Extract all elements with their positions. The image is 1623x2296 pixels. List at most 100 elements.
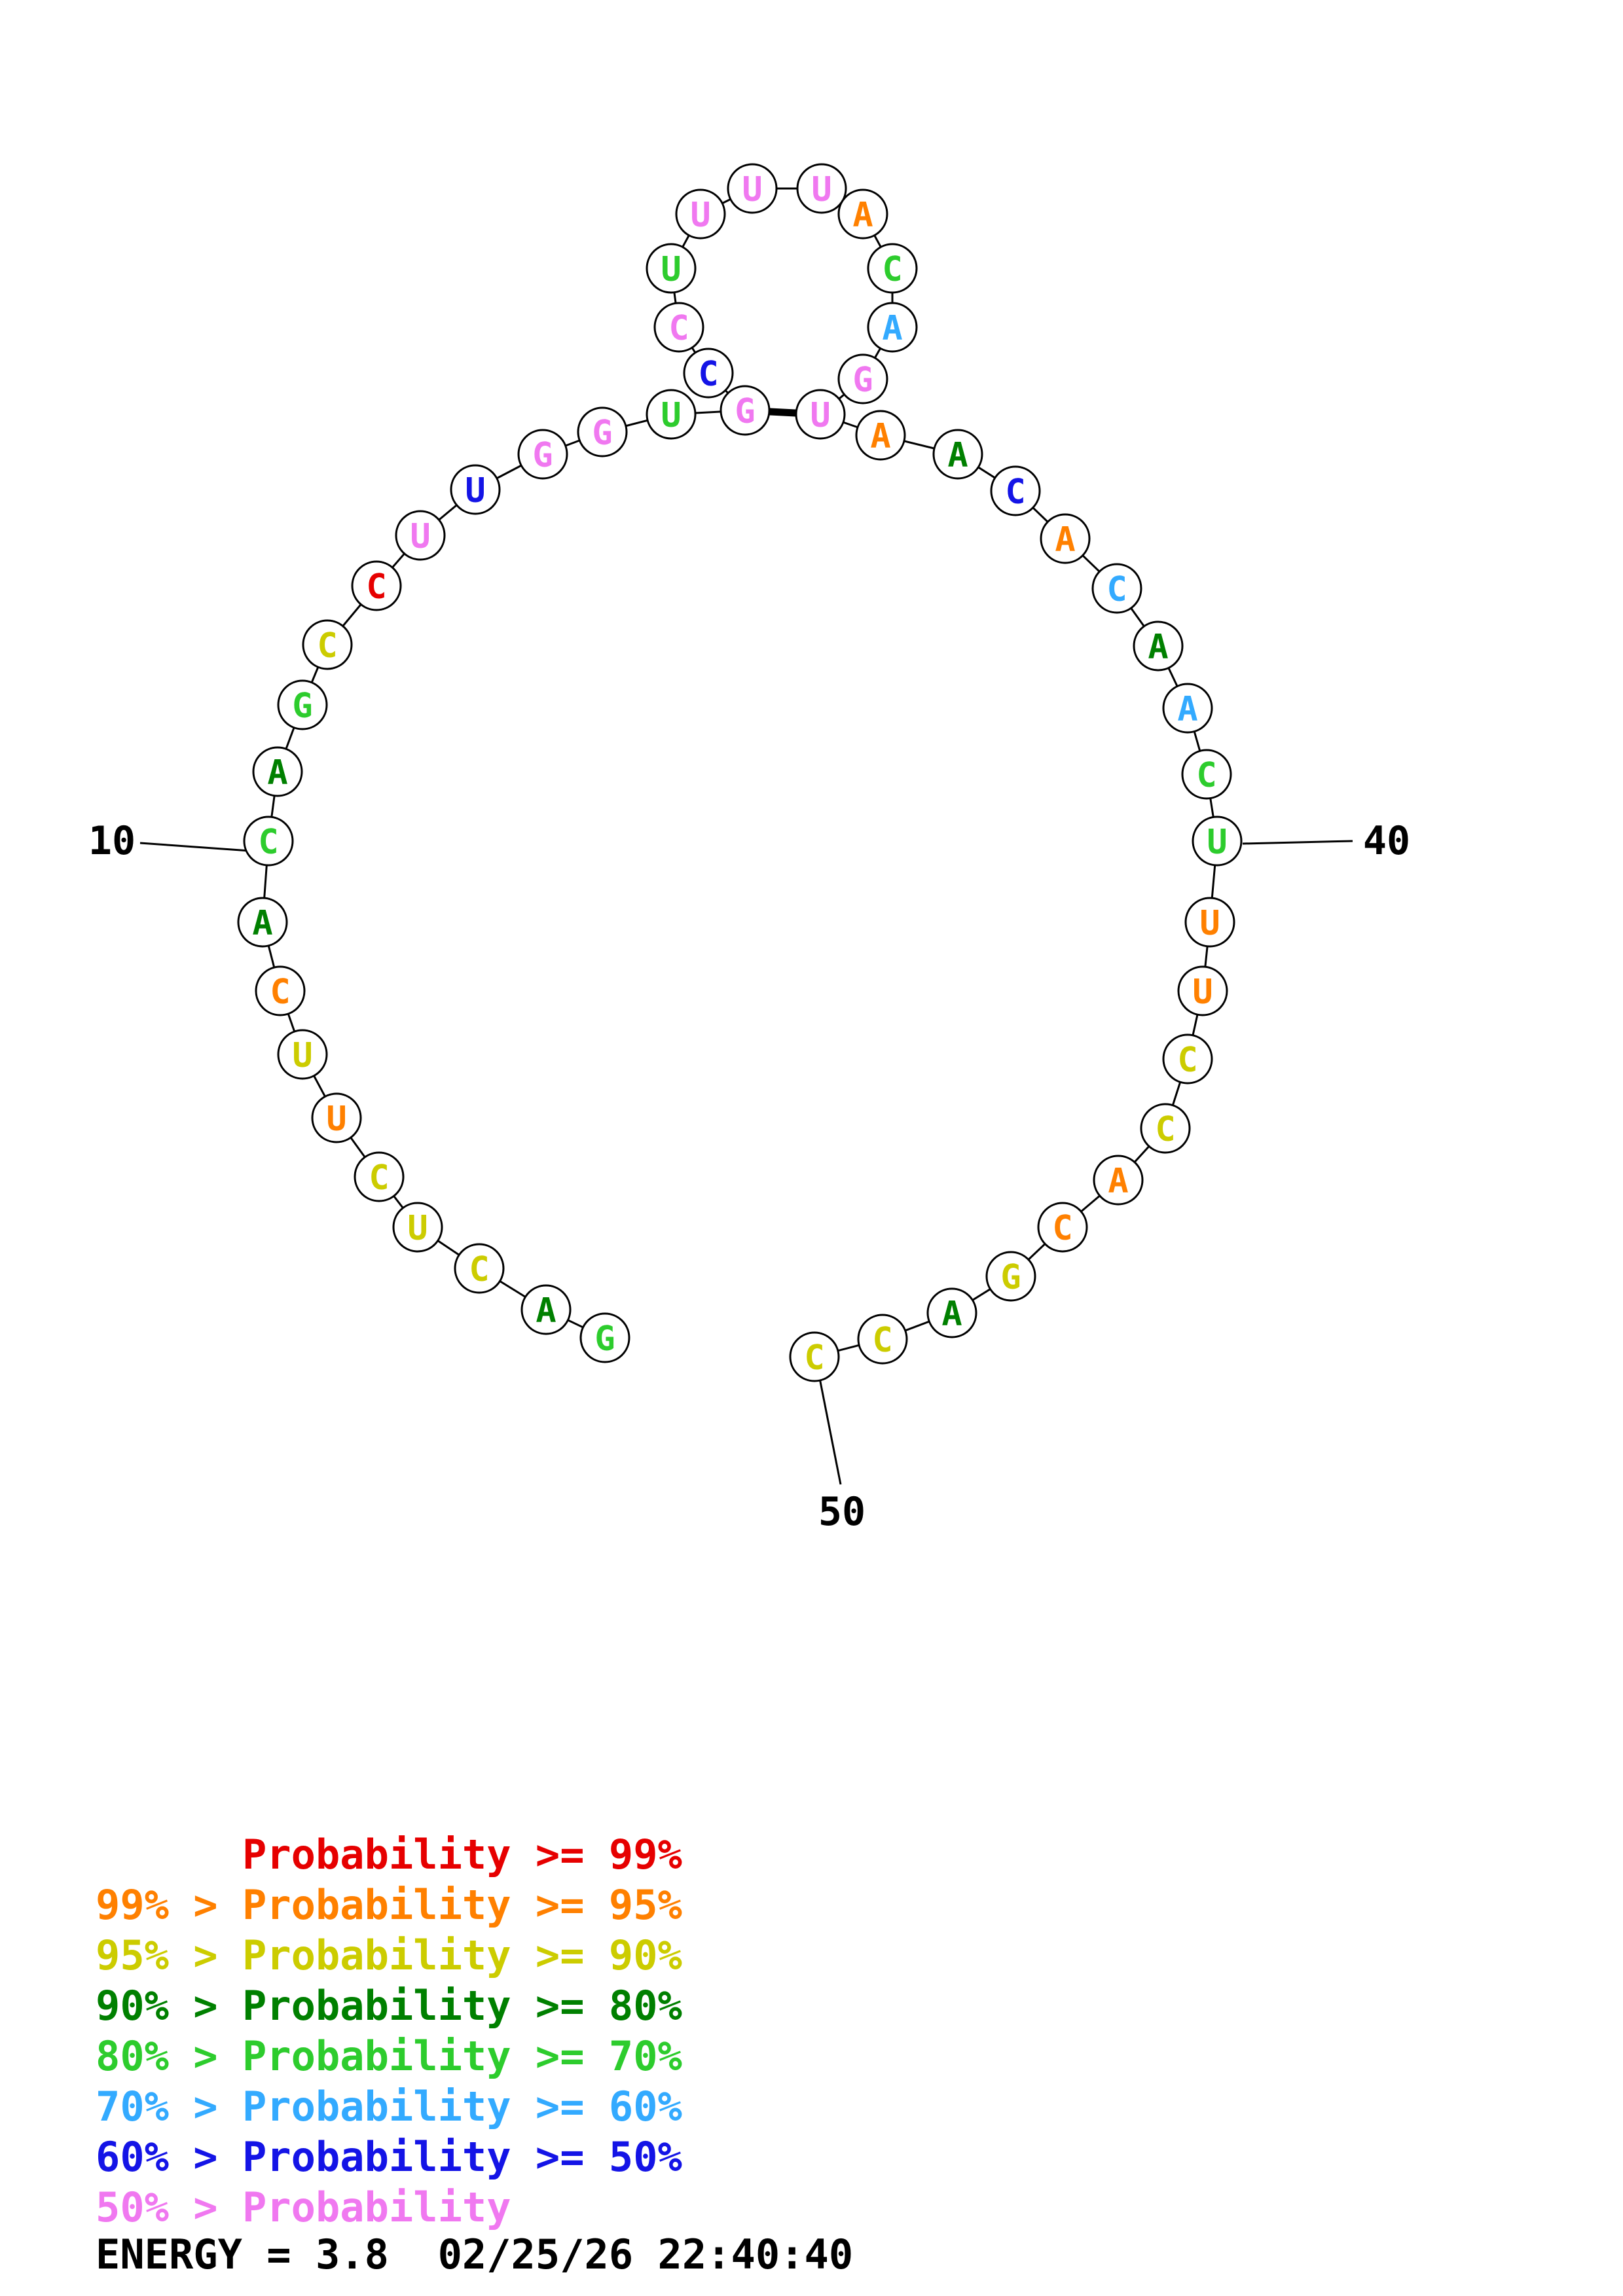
nucleotide-1-circle — [579, 1312, 630, 1363]
nucleotide-48-circle — [926, 1287, 977, 1338]
nucleotide-42-circle — [1177, 965, 1228, 1016]
nucleotide-5-base: C — [369, 1158, 389, 1198]
nucleotide-2-circle — [520, 1284, 572, 1335]
nucleotide-18-circle — [577, 406, 628, 457]
nucleotide-29-circle — [867, 302, 918, 353]
nucleotide-30-base: G — [852, 361, 873, 400]
position-label-10: 10 — [88, 818, 136, 864]
nucleotide-9-base: A — [252, 904, 272, 943]
nucleotide-21-base: C — [698, 355, 718, 394]
nucleotide-44-base: C — [1155, 1110, 1175, 1149]
position-label-line — [818, 1378, 842, 1485]
nucleotide-11-circle — [252, 746, 303, 797]
nucleotide-48-base: A — [941, 1295, 962, 1334]
nucleotide-14-base: C — [366, 567, 386, 607]
nucleotide-36-circle — [1091, 563, 1142, 614]
nucleotide-34-base: C — [1005, 473, 1025, 512]
nucleotide-47-base: G — [1000, 1258, 1021, 1297]
nucleotide-14-circle — [351, 560, 402, 611]
nucleotide-4-base: U — [407, 1209, 428, 1248]
nucleotide-20-base: G — [735, 392, 755, 431]
nucleotide-5-circle — [354, 1151, 405, 1202]
nucleotide-43-base: C — [1177, 1041, 1197, 1080]
nucleotide-28-base: C — [882, 250, 902, 289]
nucleotide-38-base: A — [1177, 690, 1197, 729]
legend-row-p50: 60% > Probability >= 50% — [96, 2133, 682, 2181]
nucleotide-23-circle — [646, 243, 697, 294]
nucleotide-41-circle — [1184, 897, 1235, 948]
nucleotide-15-base: U — [410, 517, 430, 556]
nucleotide-19-base: U — [661, 396, 681, 435]
nucleotide-44-circle — [1140, 1103, 1191, 1154]
legend-row-plt50: 50% > Probability — [96, 2183, 511, 2231]
nucleotide-19-circle — [646, 389, 697, 440]
nucleotide-4-circle — [392, 1202, 443, 1253]
nucleotide-40-base: U — [1207, 823, 1227, 862]
nucleotide-27-base: A — [852, 196, 873, 235]
nucleotide-32-circle — [855, 410, 906, 461]
nucleotide-24-base: U — [690, 196, 710, 235]
nucleotide-49-circle — [857, 1314, 908, 1365]
legend-row-p70: 80% > Probability >= 70% — [96, 2032, 682, 2080]
nucleotide-22-circle — [653, 302, 704, 353]
nucleotide-32-base: A — [870, 417, 890, 456]
nucleotide-7-base: U — [292, 1036, 312, 1075]
legend-row-p80: 90% > Probability >= 80% — [96, 1982, 682, 2030]
nucleotide-16-base: U — [465, 471, 485, 511]
nucleotide-49-base: C — [872, 1321, 892, 1360]
nucleotide-16-circle — [450, 464, 501, 515]
nucleotide-33-circle — [932, 429, 983, 480]
nucleotide-45-circle — [1093, 1155, 1144, 1206]
nucleotide-45-base: A — [1108, 1162, 1128, 1201]
nucleotide-22-base: C — [668, 309, 689, 348]
nucleotide-46-base: C — [1052, 1209, 1072, 1248]
nucleotide-17-base: G — [532, 436, 553, 475]
nucleotide-36-base: C — [1106, 570, 1127, 609]
nucleotide-46-circle — [1037, 1202, 1088, 1253]
nucleotide-6-base: U — [326, 1100, 346, 1139]
nucleotide-41-base: U — [1199, 904, 1220, 943]
nucleotide-20-circle — [720, 385, 771, 436]
nucleotide-29-base: A — [882, 309, 902, 348]
nucleotide-21-circle — [683, 348, 734, 399]
nucleotide-33-base: A — [947, 436, 968, 475]
nucleotide-13-base: C — [317, 626, 337, 666]
nucleotide-10-circle — [243, 816, 294, 867]
position-label-line — [139, 842, 251, 852]
legend-row-p90: 95% > Probability >= 90% — [96, 1931, 682, 1979]
nucleotide-11-base: A — [267, 753, 287, 793]
nucleotide-35-base: A — [1055, 520, 1075, 560]
position-label-40: 40 — [1363, 818, 1410, 864]
position-label-line — [1242, 840, 1353, 845]
nucleotide-39-circle — [1181, 749, 1232, 800]
legend-row-p60: 70% > Probability >= 60% — [96, 2083, 682, 2130]
nucleotide-25-base: U — [742, 170, 762, 209]
nucleotide-3-base: C — [469, 1250, 489, 1289]
probability-legend: Probability >= 99% 99% > Probability >= 9… — [96, 1829, 682, 2233]
nucleotide-40-circle — [1192, 816, 1243, 867]
nucleotide-8-circle — [255, 965, 306, 1016]
legend-row-p95: 99% > Probability >= 95% — [96, 1881, 682, 1929]
nucleotide-23-base: U — [661, 250, 681, 289]
nucleotide-31-circle — [795, 389, 846, 440]
nucleotide-37-circle — [1133, 620, 1184, 672]
nucleotide-1-base: G — [594, 1319, 615, 1359]
nucleotide-47-circle — [985, 1251, 1036, 1302]
nucleotide-37-base: A — [1148, 628, 1168, 667]
nucleotide-17-circle — [517, 429, 568, 480]
nucleotide-25-circle — [727, 163, 778, 214]
nucleotide-8-base: C — [270, 973, 290, 1012]
nucleotide-38-circle — [1162, 683, 1213, 734]
nucleotide-31-base: U — [810, 396, 830, 435]
position-label-50: 50 — [818, 1489, 866, 1535]
nucleotide-9-circle — [237, 897, 288, 948]
legend-row-p99: Probability >= 99% — [96, 1831, 682, 1878]
nucleotide-15-circle — [395, 510, 446, 561]
nucleotide-24-circle — [675, 188, 726, 240]
nucleotide-12-base: G — [292, 687, 312, 726]
nucleotide-43-circle — [1162, 1033, 1213, 1085]
nucleotide-3-circle — [454, 1243, 505, 1294]
nucleotide-2-base: A — [536, 1291, 556, 1331]
